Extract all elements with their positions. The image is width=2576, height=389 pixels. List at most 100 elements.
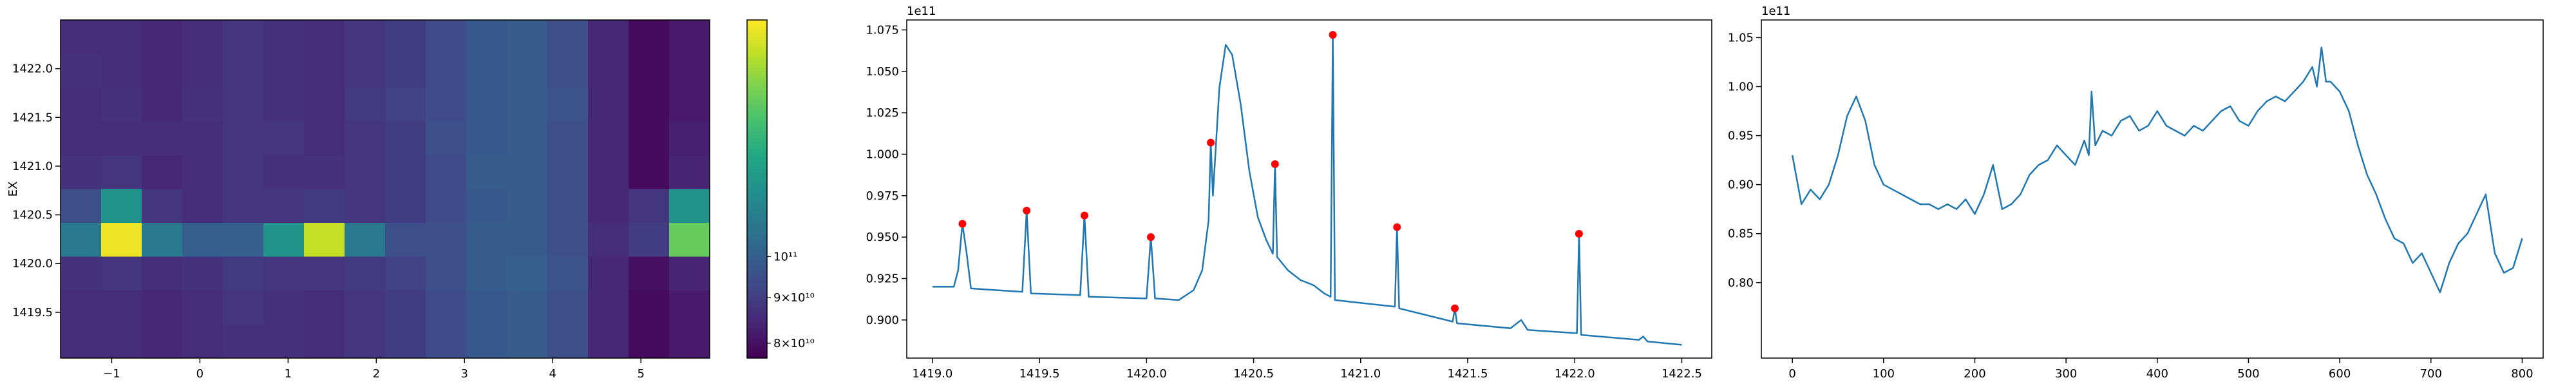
heatmap-cell (101, 189, 142, 223)
axes-frame (906, 19, 1712, 359)
y-tick-label: 1.000 (866, 147, 899, 161)
colorbar-swatch (747, 270, 767, 274)
x-tick-label: 800 (2511, 367, 2533, 381)
heatmap-cell (629, 121, 670, 156)
heatmap-cell (507, 223, 548, 257)
colorbar-swatch (747, 196, 767, 200)
x-tick-label: 1419.5 (1019, 367, 1060, 381)
heatmap-cell (385, 20, 426, 54)
heatmap-cell (385, 324, 426, 359)
colorbar-swatch (747, 229, 767, 234)
colorbar-swatch (747, 182, 767, 186)
heatmap-cell (142, 155, 183, 189)
heatmap-cell (345, 223, 386, 257)
heatmap-cell (385, 290, 426, 325)
colorbar-swatch (747, 108, 767, 112)
heatmap-cell (304, 88, 345, 122)
colorbar-swatch (747, 151, 767, 156)
heatmap-cell (263, 121, 305, 156)
heatmap-cell (345, 88, 386, 122)
heatmap-cell (304, 189, 345, 223)
heatmap-cell (426, 290, 467, 325)
colorbar-swatch (747, 81, 767, 85)
heatmap-cell (142, 223, 183, 257)
heatmap-cell (669, 290, 710, 325)
colorbar-swatch (747, 142, 767, 146)
heatmap-cell (385, 256, 426, 291)
x-tick-label: 1 (285, 367, 292, 381)
x-tick-label: 1422.5 (1662, 367, 1702, 381)
colorbar-swatch (747, 348, 767, 352)
heatmap-cell (182, 121, 223, 156)
heatmap-cell (588, 155, 629, 189)
colorbar-swatch (747, 256, 767, 261)
heatmap-cell (547, 53, 589, 88)
colorbar-swatch (747, 101, 767, 105)
data-line (932, 33, 1682, 346)
y-tick-label: 1419.5 (12, 306, 53, 319)
colorbar-swatch (747, 223, 767, 227)
x-tick-label: 300 (2055, 367, 2077, 381)
y-tick-label: 1.050 (866, 65, 899, 79)
heatmap-cell (304, 20, 345, 54)
colorbar-swatch (747, 145, 767, 149)
y-tick-label: 1420.5 (12, 209, 53, 222)
data-line (1791, 46, 2523, 294)
colorbar-swatch (747, 267, 767, 270)
heatmap-cell (142, 189, 183, 223)
heatmap-cell (182, 88, 223, 122)
heatmap-cell (385, 189, 426, 223)
colorbar-swatch (747, 209, 767, 213)
heatmap-cell (263, 155, 305, 189)
heatmap-cell (385, 223, 426, 257)
x-tick-label: 2 (373, 367, 380, 381)
heatmap-cell (507, 324, 548, 359)
x-tick-label: −1 (103, 367, 120, 381)
colorbar-swatch (747, 50, 767, 54)
y-tick-label: 1420.0 (12, 257, 53, 270)
heatmap-cell (182, 155, 223, 189)
x-tick-label: 100 (1873, 367, 1895, 381)
colorbar-swatch (747, 351, 767, 356)
heatmap-cell (547, 290, 589, 325)
heatmap-cell (669, 53, 710, 88)
colorbar-swatch (747, 128, 767, 132)
x-tick-label: 1421.0 (1340, 367, 1381, 381)
colorbar-swatch (747, 74, 767, 78)
x-tick-label: 3 (461, 367, 468, 381)
colorbar-swatch (747, 307, 767, 311)
heatmap-cell (547, 223, 589, 257)
heatmap-cell (223, 223, 264, 257)
heatmap-cell (547, 20, 589, 54)
heatmap-cell (547, 88, 589, 122)
heatmap-cell (223, 155, 264, 189)
heatmap-cell (182, 290, 223, 325)
heatmap-cell (345, 20, 386, 54)
y-tick-label: 0.90 (1728, 178, 1754, 192)
heatmap-cell (426, 88, 467, 122)
heatmap-cell (385, 88, 426, 122)
heatmap-cell (426, 223, 467, 257)
colorbar-swatch (747, 20, 767, 24)
heatmap-cell (182, 223, 223, 257)
heatmap-cell (588, 290, 629, 325)
heatmap-cell (223, 20, 264, 54)
heatmap-cell (426, 155, 467, 189)
colorbar-swatch (747, 260, 767, 264)
colorbar-swatch (747, 94, 767, 99)
heatmap-cell (588, 324, 629, 359)
colorbar-swatch (747, 185, 767, 189)
y-tick-label: 0.975 (866, 189, 899, 203)
y-offset-label: 1e11 (907, 5, 936, 18)
x-tick-label: 5 (637, 367, 644, 381)
heatmap-cell (304, 256, 345, 291)
peak-marker (1451, 304, 1459, 312)
heatmap-cell (507, 155, 548, 189)
heatmap-cell (588, 53, 629, 88)
heatmap-cell (263, 256, 305, 291)
colorbar-swatch (747, 300, 767, 305)
heatmap-cell (101, 324, 142, 359)
heatmap-cell (345, 53, 386, 88)
heatmap-cell (669, 223, 710, 257)
heatmap-cell (629, 223, 670, 257)
